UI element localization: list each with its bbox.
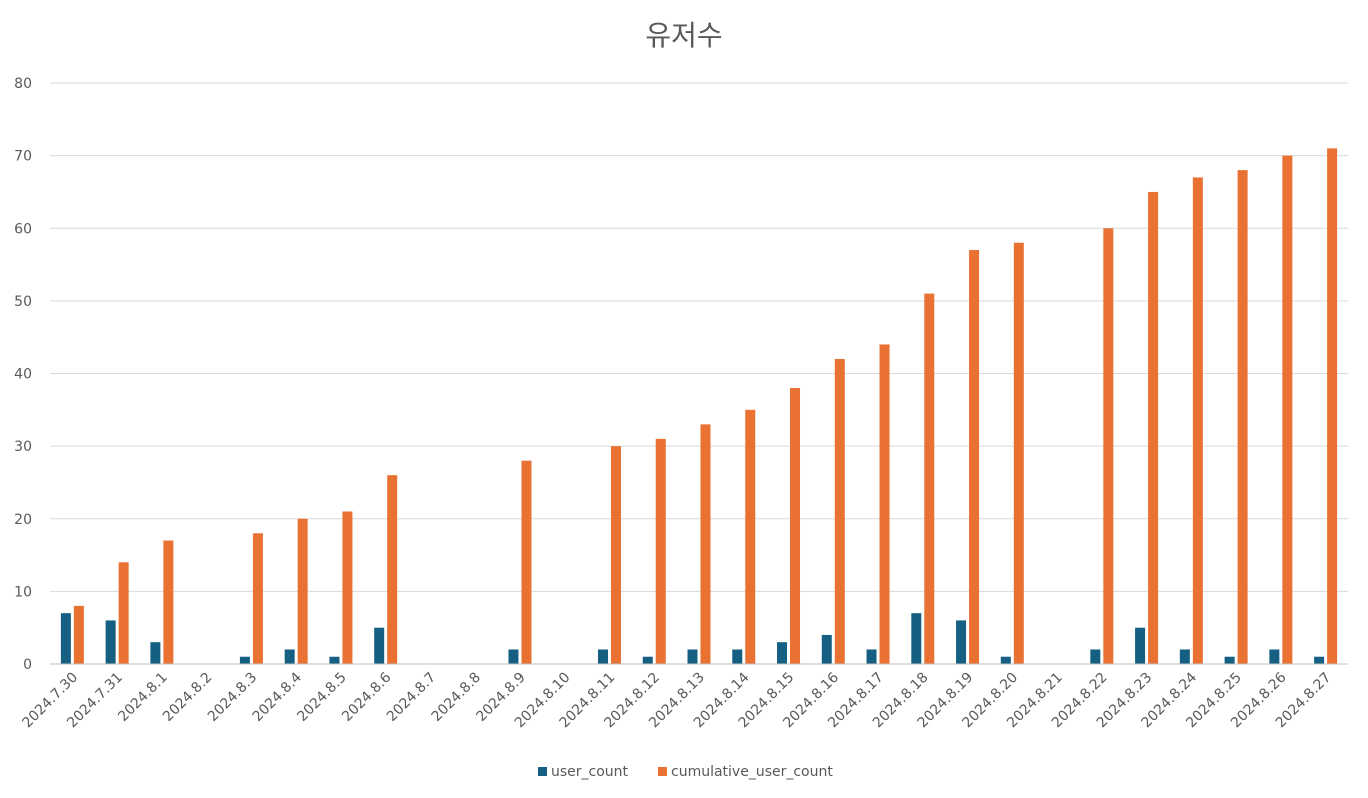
bar-user-count bbox=[732, 649, 743, 664]
bar-user-count bbox=[1090, 649, 1101, 664]
bar-user-count bbox=[150, 642, 161, 664]
y-tick-label: 70 bbox=[14, 149, 32, 165]
bar-cumulative-user-count bbox=[1192, 177, 1203, 664]
bar-cumulative-user-count bbox=[745, 409, 756, 664]
bar-cumulative-user-count bbox=[610, 446, 621, 664]
bar-cumulative-user-count bbox=[163, 540, 174, 664]
bar-user-count bbox=[777, 642, 788, 664]
bar-cumulative-user-count bbox=[1327, 148, 1338, 665]
bar-cumulative-user-count bbox=[655, 438, 666, 664]
bar-user-count bbox=[1000, 656, 1011, 664]
x-axis-ticks: 2024.7.302024.7.312024.8.12024.8.22024.8… bbox=[20, 669, 1335, 731]
bar-cumulative-user-count bbox=[700, 424, 711, 664]
y-tick-label: 60 bbox=[14, 221, 32, 237]
y-tick-label: 10 bbox=[14, 584, 32, 600]
bar-user-count bbox=[239, 656, 250, 664]
bar-cumulative-user-count bbox=[297, 518, 308, 664]
legend-swatch-user-count bbox=[538, 767, 547, 776]
bar-cumulative-user-count bbox=[834, 358, 845, 664]
bar-user-count bbox=[329, 656, 340, 664]
bar-cumulative-user-count bbox=[969, 250, 980, 664]
y-tick-label: 0 bbox=[23, 657, 32, 673]
bar-user-count bbox=[1224, 656, 1235, 664]
bar-user-count bbox=[60, 613, 71, 664]
bar-cumulative-user-count bbox=[1103, 228, 1114, 664]
bar-cumulative-user-count bbox=[342, 511, 353, 664]
bars bbox=[60, 148, 1338, 665]
bar-user-count bbox=[642, 656, 653, 664]
y-tick-label: 30 bbox=[14, 439, 32, 455]
bar-user-count bbox=[821, 634, 832, 664]
bar-user-count bbox=[956, 620, 967, 664]
bar-cumulative-user-count bbox=[387, 475, 398, 664]
bar-user-count bbox=[866, 649, 877, 664]
bar-user-count bbox=[105, 620, 116, 664]
bar-user-count bbox=[1314, 656, 1325, 664]
gridlines bbox=[50, 82, 1348, 592]
chart-title: 유저수 bbox=[645, 19, 722, 52]
bar-user-count bbox=[1269, 649, 1280, 664]
bar-user-count bbox=[284, 649, 295, 664]
y-tick-label: 20 bbox=[14, 512, 32, 528]
y-tick-label: 50 bbox=[14, 294, 32, 310]
bar-cumulative-user-count bbox=[1282, 155, 1293, 664]
y-tick-label: 40 bbox=[14, 367, 32, 383]
bar-cumulative-user-count bbox=[252, 533, 263, 664]
bar-user-count bbox=[911, 613, 922, 664]
y-axis-ticks: 0 10 20 30 40 50 60 70 80 bbox=[14, 76, 32, 673]
legend-label-user-count: user_count bbox=[551, 764, 629, 780]
bar-cumulative-user-count bbox=[879, 344, 890, 664]
legend-label-cumulative-user-count: cumulative_user_count bbox=[671, 764, 833, 780]
bar-cumulative-user-count bbox=[73, 605, 84, 664]
bar-user-count bbox=[374, 627, 385, 664]
bar-cumulative-user-count bbox=[521, 460, 532, 664]
bar-user-count bbox=[1179, 649, 1190, 664]
bar-user-count bbox=[508, 649, 519, 664]
bar-cumulative-user-count bbox=[118, 562, 129, 664]
bar-user-count bbox=[687, 649, 698, 664]
bar-cumulative-user-count bbox=[1148, 191, 1159, 664]
bar-user-count bbox=[597, 649, 608, 664]
legend: user_count cumulative_user_count bbox=[538, 764, 833, 780]
bar-cumulative-user-count bbox=[1013, 242, 1024, 664]
bar-cumulative-user-count bbox=[790, 388, 801, 664]
y-tick-label: 80 bbox=[14, 76, 32, 92]
bar-cumulative-user-count bbox=[1237, 170, 1248, 664]
legend-swatch-cumulative-user-count bbox=[658, 767, 667, 776]
bar-cumulative-user-count bbox=[924, 293, 935, 664]
bar-user-count bbox=[1135, 627, 1146, 664]
